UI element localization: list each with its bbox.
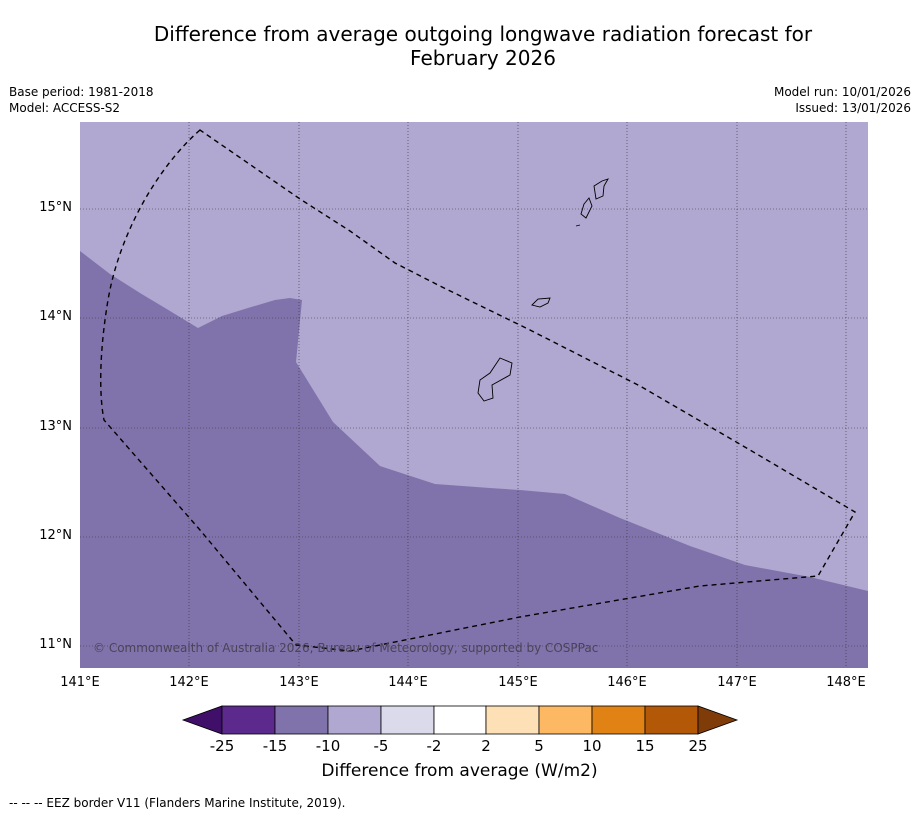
island-rota	[531, 297, 551, 308]
anomaly-region-dark	[80, 251, 868, 668]
lat-label-13: 13°N	[39, 419, 72, 434]
chart-title: Difference from average outgoing longwav…	[0, 22, 919, 70]
colorbar-bin-2	[274, 705, 329, 735]
title-line-2: February 2026	[410, 46, 556, 70]
island-tinian	[580, 197, 593, 219]
eez-border	[100, 129, 856, 652]
eez-legend-footnote: -- -- -- EEZ border V11 (Flanders Marine…	[9, 796, 346, 810]
island-guam	[477, 357, 513, 402]
issued-date: Issued: 13/01/2026	[795, 101, 911, 115]
colorbar-label: Difference from average (W/m2)	[321, 761, 598, 781]
lon-label-144: 144°E	[388, 675, 428, 690]
islands	[477, 178, 609, 402]
colorbar-tick: 25	[688, 737, 708, 755]
graticule	[80, 122, 868, 668]
colorbar-bin-4	[380, 705, 435, 735]
colorbar-bin-7	[538, 705, 593, 735]
base-period: Base period: 1981-2018	[9, 85, 154, 99]
colorbar-tick: 15	[635, 737, 655, 755]
title-line-1: Difference from average outgoing longwav…	[153, 22, 813, 46]
colorbar-tick: -5	[373, 737, 389, 755]
island-aguijan	[575, 224, 581, 227]
lat-label-11: 11°N	[39, 637, 72, 652]
lon-label-148: 148°E	[826, 675, 866, 690]
colorbar-tick: -25	[209, 737, 235, 755]
lat-label-12: 12°N	[39, 528, 72, 543]
lat-label-14: 14°N	[39, 309, 72, 324]
model-name: Model: ACCESS-S2	[9, 101, 121, 115]
map-panel	[80, 122, 868, 668]
colorbar-bin-1	[221, 705, 276, 735]
colorbar-extend-low	[181, 705, 223, 735]
meta-left: Base period: 1981-2018 Model: ACCESS-S2	[9, 84, 154, 116]
lon-label-147: 147°E	[717, 675, 757, 690]
meta-right: Model run: 10/01/2026 Issued: 13/01/2026	[774, 84, 911, 116]
colorbar-tick: -10	[315, 737, 341, 755]
colorbar-tick: -15	[262, 737, 288, 755]
lon-label-146: 146°E	[607, 675, 647, 690]
colorbar-bin-5	[433, 705, 487, 735]
island-saipan	[593, 178, 609, 200]
lat-label-15: 15°N	[39, 200, 72, 215]
colorbar-bin-8	[591, 705, 646, 735]
lon-label-145: 145°E	[498, 675, 538, 690]
lon-label-143: 143°E	[279, 675, 319, 690]
colorbar-bin-9	[644, 705, 699, 735]
colorbar-tick: 10	[582, 737, 602, 755]
lon-label-141: 141°E	[60, 675, 100, 690]
model-run: Model run: 10/01/2026	[773, 85, 911, 99]
colorbar-tick: -2	[426, 737, 442, 755]
colorbar-extend-high	[697, 705, 739, 735]
colorbar-tick: 2	[481, 737, 491, 755]
colorbar-tick: 5	[534, 737, 544, 755]
lon-label-142: 142°E	[169, 675, 209, 690]
colorbar-bin-3	[327, 705, 382, 735]
copyright-notice: © Commonwealth of Australia 2026, Bureau…	[93, 641, 599, 655]
colorbar-bin-6	[485, 705, 540, 735]
